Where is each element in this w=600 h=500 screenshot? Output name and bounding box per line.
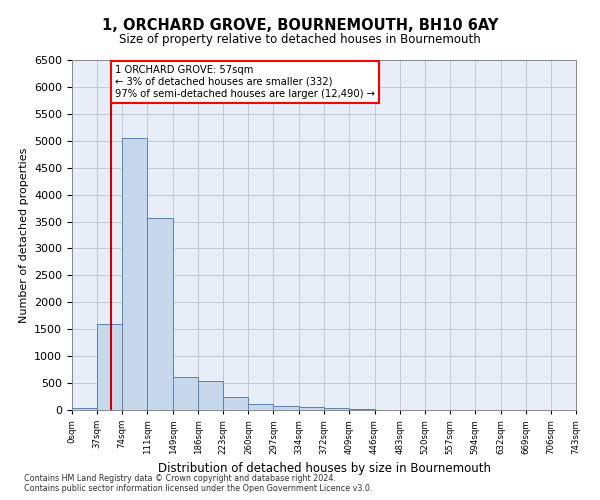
Y-axis label: Number of detached properties: Number of detached properties <box>19 148 29 322</box>
Bar <box>173 377 198 410</box>
Bar <box>97 324 122 410</box>
Bar <box>72 408 97 410</box>
Text: Contains HM Land Registry data © Crown copyright and database right 2024.: Contains HM Land Registry data © Crown c… <box>24 474 336 483</box>
X-axis label: Distribution of detached houses by size in Bournemouth: Distribution of detached houses by size … <box>157 462 491 475</box>
Bar <box>122 138 147 410</box>
Bar <box>223 398 248 410</box>
Text: 1, ORCHARD GROVE, BOURNEMOUTH, BH10 6AY: 1, ORCHARD GROVE, BOURNEMOUTH, BH10 6AY <box>102 18 498 32</box>
Text: Contains public sector information licensed under the Open Government Licence v3: Contains public sector information licen… <box>24 484 373 493</box>
Bar <box>274 406 299 410</box>
Bar <box>325 408 349 410</box>
Bar <box>349 409 374 410</box>
Text: 1 ORCHARD GROVE: 57sqm
← 3% of detached houses are smaller (332)
97% of semi-det: 1 ORCHARD GROVE: 57sqm ← 3% of detached … <box>115 66 375 98</box>
Bar <box>198 380 223 410</box>
Bar <box>248 404 274 410</box>
Text: Size of property relative to detached houses in Bournemouth: Size of property relative to detached ho… <box>119 32 481 46</box>
Bar <box>147 218 173 410</box>
Bar <box>299 407 325 410</box>
